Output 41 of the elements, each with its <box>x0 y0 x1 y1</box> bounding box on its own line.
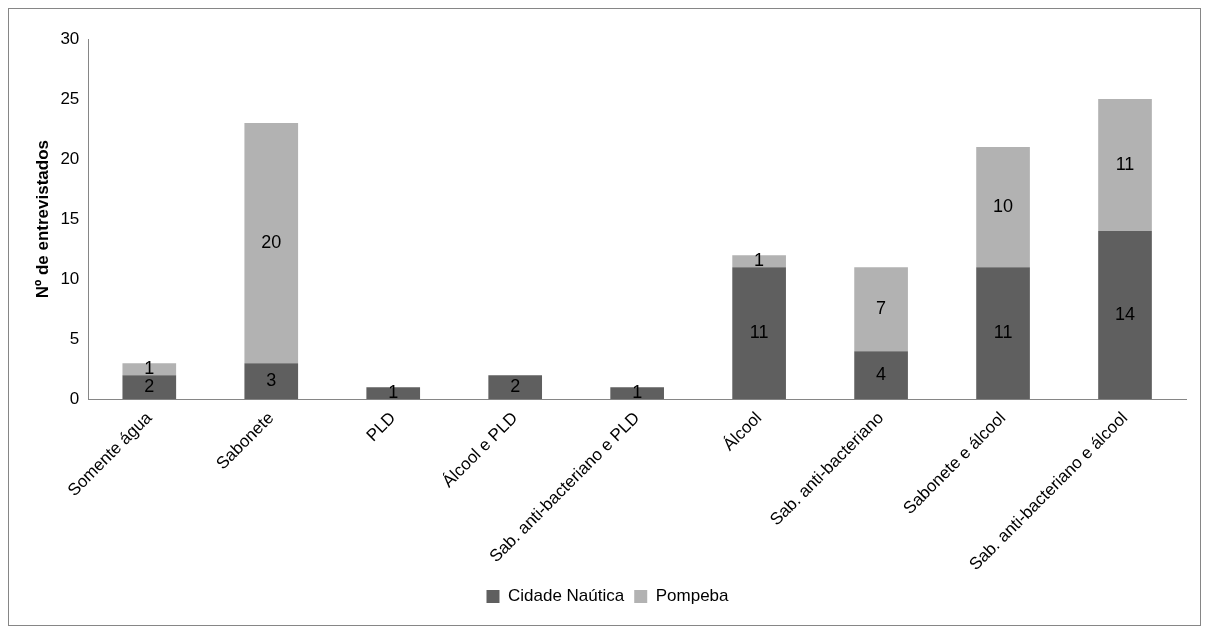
data-label: 11 <box>993 322 1013 343</box>
y-tick-label: 15 <box>60 208 80 228</box>
data-label: 11 <box>749 322 769 343</box>
y-tick-label: 0 <box>69 388 80 408</box>
bar <box>976 147 1030 268</box>
bar <box>488 375 543 400</box>
bar <box>1098 231 1152 400</box>
y-tick-label: 10 <box>60 268 80 288</box>
data-label: 20 <box>261 232 282 253</box>
bar <box>244 363 299 400</box>
data-label: 10 <box>993 196 1014 217</box>
data-label: 1 <box>388 382 399 403</box>
data-label: 1 <box>144 358 155 379</box>
bar <box>854 351 908 400</box>
bar <box>1098 99 1152 232</box>
data-label: 7 <box>876 298 887 319</box>
bar <box>366 387 421 400</box>
bar <box>976 267 1030 400</box>
data-label: 1 <box>632 382 643 403</box>
y-tick-label: 30 <box>60 28 80 48</box>
bar <box>122 375 177 400</box>
x-tick-label: PLD <box>362 408 400 445</box>
data-label: 3 <box>266 370 277 391</box>
legend-label: Cidade Naútica <box>508 586 625 606</box>
data-label: 11 <box>1115 154 1135 175</box>
data-label: 2 <box>144 376 155 397</box>
y-tick-label: 25 <box>60 88 80 108</box>
bar <box>122 363 177 376</box>
y-tick-label: 20 <box>60 148 80 168</box>
data-label: 4 <box>876 364 887 385</box>
data-label: 2 <box>510 376 521 397</box>
bar <box>732 267 786 400</box>
data-label: 14 <box>1115 304 1136 325</box>
y-tick-label: 5 <box>69 328 80 348</box>
y-axis-title: Nº de entrevistados <box>32 139 52 299</box>
bar <box>732 255 786 268</box>
bar <box>854 267 908 352</box>
data-label: 1 <box>754 250 765 271</box>
bar <box>610 387 664 400</box>
bar <box>244 123 299 364</box>
legend-label: Pompeba <box>655 586 730 606</box>
